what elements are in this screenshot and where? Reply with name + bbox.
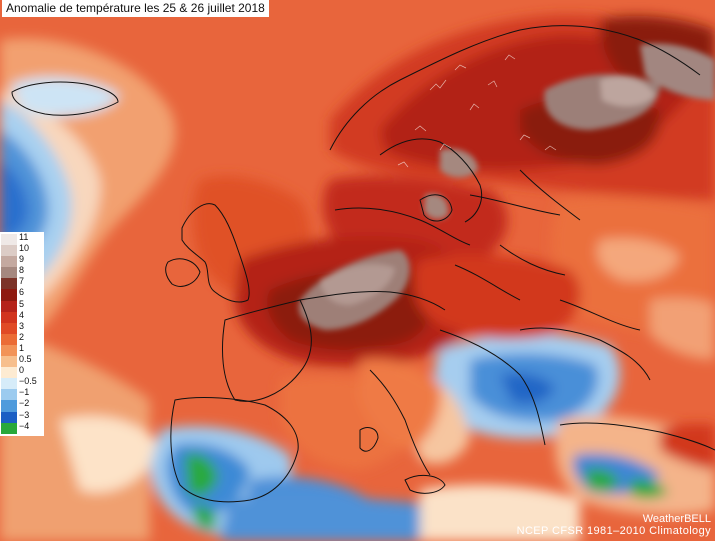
legend-swatch: [1, 289, 17, 301]
legend-swatch: [1, 333, 17, 345]
legend-row: 6: [0, 287, 44, 301]
legend-row: 11: [0, 232, 44, 246]
legend-label: 0: [19, 365, 25, 376]
legend-row: −1: [0, 387, 44, 401]
legend-label: 3: [19, 320, 25, 331]
legend-row: 3: [0, 320, 44, 334]
legend-swatch: [1, 400, 17, 412]
legend-label: 9: [19, 254, 25, 265]
legend-swatch: [1, 378, 17, 390]
climatology-source: NCEP CFSR 1981–2010 Climatology: [516, 525, 711, 537]
legend-swatch: [1, 344, 17, 357]
legend-row: 2: [0, 331, 44, 345]
legend-row: −0.5: [0, 376, 44, 390]
legend-label: 6: [19, 287, 25, 298]
legend-label: 5: [19, 298, 25, 309]
legend-swatch: [1, 267, 17, 279]
legend-swatch: [1, 234, 17, 246]
coastlines: [11, 25, 715, 503]
legend-swatch: [1, 322, 17, 334]
legend-swatch: [1, 300, 17, 312]
legend-label: 7: [19, 276, 25, 287]
legend-label: 8: [19, 265, 25, 276]
legend-row: 0.5: [0, 354, 44, 368]
legend-label: 0.5: [19, 354, 32, 365]
extreme-anomaly-patches: [298, 43, 715, 330]
legend-row: −3: [0, 409, 44, 423]
legend-swatch: [1, 278, 17, 290]
legend-row: 7: [0, 276, 44, 290]
legend-label: 10: [19, 243, 30, 254]
legend-label: 2: [19, 331, 25, 342]
legend-label: −1: [19, 387, 30, 398]
credits: WeatherBELL NCEP CFSR 1981–2010 Climatol…: [517, 513, 711, 537]
weatherbell-credit: WeatherBELL: [642, 513, 711, 525]
legend-label: 1: [19, 342, 25, 353]
anomaly-field: [0, 15, 715, 541]
legend-row: 9: [0, 254, 44, 268]
legend-swatch: [1, 411, 17, 423]
legend-swatch: [1, 256, 17, 268]
color-legend: 11 10 9 8 7 6 5 4 3 2 1 0.5 0 −0.5 −1 −2 −3 −4: [0, 232, 44, 436]
legend-row: −4: [0, 420, 44, 434]
legend-swatch: [1, 367, 17, 379]
legend-row: 5: [0, 298, 44, 312]
legend-row: 8: [0, 265, 44, 279]
legend-swatch: [1, 245, 17, 257]
legend-row: 0: [0, 365, 44, 379]
legend-label: −0.5: [19, 376, 37, 387]
legend-row: −2: [0, 398, 44, 412]
legend-label: −4: [19, 420, 30, 431]
legend-swatch: [1, 311, 17, 323]
legend-label: −2: [19, 398, 30, 409]
legend-swatch: [1, 389, 17, 401]
legend-swatch: [1, 356, 17, 368]
terrain-speckle: [397, 54, 557, 168]
map-title: Anomalie de température les 25 & 26 juil…: [2, 0, 269, 17]
legend-swatch: [1, 422, 17, 434]
legend-row: 4: [0, 309, 44, 323]
legend-label: 11: [19, 232, 29, 242]
legend-label: −3: [19, 409, 30, 420]
legend-label: 4: [19, 309, 25, 320]
legend-row: 10: [0, 243, 44, 257]
legend-row: 1: [0, 342, 44, 357]
